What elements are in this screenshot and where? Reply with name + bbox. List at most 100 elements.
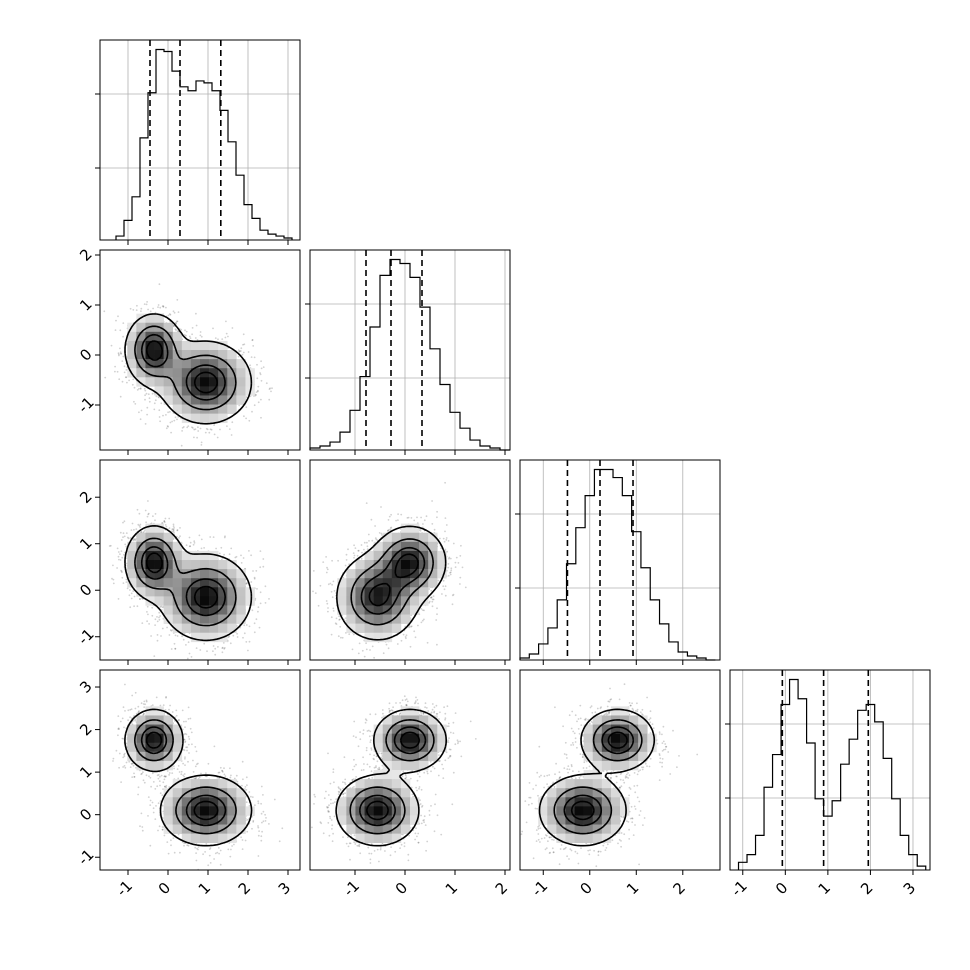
scatter-point bbox=[221, 647, 224, 649]
scatter-point bbox=[154, 519, 156, 522]
scatter-point bbox=[119, 531, 122, 534]
scatter-point bbox=[174, 634, 177, 637]
scatter-point bbox=[140, 409, 143, 412]
scatter-point bbox=[245, 396, 248, 398]
scatter-point bbox=[146, 515, 149, 518]
scatter-point bbox=[143, 387, 146, 390]
scatter-point bbox=[189, 337, 192, 339]
scatter-point bbox=[193, 436, 195, 439]
scatter-point bbox=[196, 339, 199, 341]
scatter-point bbox=[158, 416, 161, 418]
scatter-point bbox=[259, 591, 262, 594]
scatter-point bbox=[145, 521, 148, 524]
scatter-point bbox=[194, 337, 197, 339]
scatter-point bbox=[125, 376, 127, 379]
scatter-point bbox=[239, 350, 242, 352]
scatter-point bbox=[164, 517, 167, 520]
scatter-point bbox=[169, 421, 172, 424]
scatter-point bbox=[192, 427, 194, 429]
scatter-point bbox=[166, 626, 169, 629]
scatter-point bbox=[176, 299, 179, 301]
scatter-point bbox=[149, 310, 152, 313]
scatter-point bbox=[138, 524, 141, 527]
scatter-point bbox=[214, 337, 217, 339]
scatter-point bbox=[151, 606, 154, 609]
scatter-point bbox=[193, 428, 196, 431]
scatter-point bbox=[123, 535, 126, 538]
scatter-point bbox=[119, 351, 122, 353]
scatter-point bbox=[190, 656, 193, 658]
scatter-point bbox=[130, 529, 133, 531]
scatter-point bbox=[226, 425, 228, 427]
scatter-point bbox=[136, 304, 138, 307]
scatter-point bbox=[168, 527, 171, 529]
scatter-point bbox=[183, 334, 186, 336]
density-cell bbox=[154, 596, 164, 606]
scatter-point bbox=[243, 624, 246, 627]
scatter-point bbox=[215, 547, 218, 550]
density-cell bbox=[145, 331, 155, 342]
scatter-point bbox=[158, 396, 160, 399]
scatter-point bbox=[247, 351, 250, 353]
scatter-point bbox=[253, 576, 256, 579]
scatter-point bbox=[243, 632, 246, 635]
scatter-point bbox=[260, 398, 262, 401]
scatter-point bbox=[180, 328, 183, 331]
scatter-point bbox=[146, 605, 149, 608]
scatter-point bbox=[185, 330, 188, 333]
scatter-point bbox=[115, 319, 117, 322]
scatter-point bbox=[237, 355, 240, 358]
scatter-point bbox=[200, 538, 203, 541]
scatter-point bbox=[255, 394, 257, 396]
density-cell bbox=[236, 386, 246, 396]
scatter-point bbox=[209, 536, 212, 538]
scatter-point bbox=[268, 398, 271, 401]
scatter-point bbox=[144, 389, 147, 392]
scatter-point bbox=[160, 402, 163, 405]
scatter-point bbox=[172, 529, 175, 531]
scatter-point bbox=[195, 647, 198, 649]
scatter-point bbox=[242, 636, 244, 639]
scatter-point bbox=[161, 305, 164, 307]
scatter-point bbox=[120, 550, 123, 552]
scatter-point bbox=[136, 605, 139, 608]
scatter-point bbox=[119, 553, 121, 555]
scatter-point bbox=[194, 428, 197, 431]
scatter-point bbox=[125, 532, 128, 534]
scatter-point bbox=[198, 534, 201, 537]
scatter-point bbox=[154, 618, 157, 621]
panel-frame bbox=[99, 39, 301, 241]
density-cell bbox=[236, 368, 246, 378]
scatter-point bbox=[161, 606, 164, 609]
scatter-point bbox=[112, 564, 114, 567]
scatter-point bbox=[119, 559, 122, 561]
scatter-point bbox=[160, 635, 162, 637]
scatter-point bbox=[147, 513, 150, 516]
scatter-point bbox=[238, 350, 241, 353]
scatter-point bbox=[121, 576, 124, 579]
scatter-point bbox=[169, 629, 172, 631]
scatter-point bbox=[245, 624, 248, 626]
scatter-point bbox=[174, 647, 177, 650]
scatter-point bbox=[165, 414, 167, 416]
scatter-point bbox=[219, 428, 221, 431]
scatter-point bbox=[191, 333, 194, 336]
scatter-point bbox=[155, 395, 158, 398]
scatter-point bbox=[179, 527, 181, 529]
scatter-point bbox=[159, 615, 162, 617]
scatter-point bbox=[257, 610, 259, 613]
scatter-point bbox=[162, 306, 165, 308]
scatter-point bbox=[257, 401, 260, 404]
scatter-point bbox=[117, 315, 119, 318]
density-cell bbox=[218, 377, 228, 387]
panel-frame bbox=[309, 249, 511, 451]
density-cell bbox=[200, 340, 210, 351]
scatter-point bbox=[176, 635, 179, 637]
scatter-point bbox=[249, 364, 252, 367]
density-cell bbox=[245, 377, 255, 387]
scatter-point bbox=[158, 409, 161, 412]
density-cell bbox=[163, 377, 174, 387]
scatter-point bbox=[214, 647, 217, 650]
scatter-point bbox=[146, 413, 149, 416]
scatter-point bbox=[230, 434, 233, 436]
